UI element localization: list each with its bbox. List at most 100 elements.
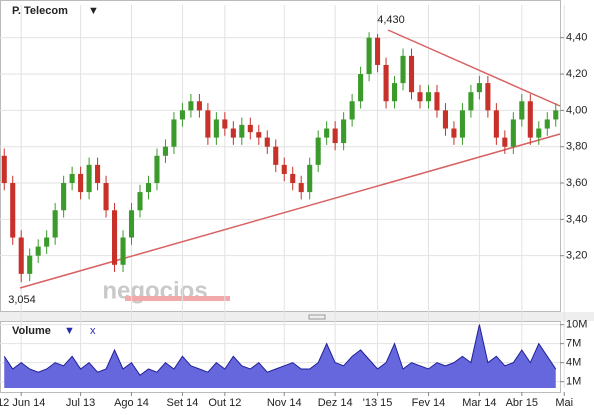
y-tick-label: 4,40 [566,32,587,44]
y-tick-label: 3,60 [566,177,587,189]
candle-body [230,128,236,138]
candle-body [222,119,228,129]
candle-body [171,119,177,147]
candle-body [298,183,304,193]
candle-body [315,137,321,165]
candle-body [179,110,185,120]
candle-body [349,101,355,120]
volume-area [4,324,556,388]
candle-body [383,64,389,102]
candle-body [281,164,287,174]
candle-body [476,83,482,93]
chart-title: P. Telecom [12,5,68,17]
candle-body [61,183,67,211]
x-tick-label: Fev 14 [412,397,446,409]
candle-body [196,101,202,111]
candle-body [358,74,364,102]
y-tick-label: 3,40 [566,213,587,225]
candle-body [451,128,457,138]
candle-body [44,237,50,247]
x-tick-label: Mai [555,397,573,409]
candle-body [112,210,118,265]
candle-body [510,119,516,147]
candle-body [103,183,109,211]
y-tick-label: 3,20 [566,250,587,262]
x-tick-label: '13 15 [363,397,393,409]
watermark-bar [125,296,230,301]
candle-body [162,146,168,156]
candle-body [434,92,440,111]
y-tick-label: 3,80 [566,141,587,153]
candle-body [128,210,135,238]
x-tick-label: Jul 13 [66,397,95,409]
candle-body [544,119,550,129]
x-tick-label: Dez 14 [318,397,353,409]
volume-title: Volume [12,325,51,337]
candle-body [417,92,423,102]
candle-body [408,55,415,93]
candle-body [264,137,270,147]
candle-body [459,110,465,138]
candle-body [205,110,211,138]
title-dropdown[interactable]: ▼ [88,5,99,17]
candle-body [86,164,92,193]
candle-body [239,124,245,138]
candle-body [307,164,313,193]
candle-body [213,119,219,138]
volume-close[interactable]: x [90,325,96,337]
candle-body [78,173,84,193]
candle-body [519,101,525,120]
candle-body [392,83,398,102]
candle-body [52,210,58,238]
candle-body [256,132,262,138]
candle-body [485,83,491,111]
candle-body [145,183,152,193]
candle-body [366,37,372,75]
candle-body [120,237,126,265]
candle-body [442,110,448,129]
x-tick-label: Abr 15 [506,397,538,409]
x-tick-label: Ago 14 [114,397,149,409]
candle-body [10,183,16,238]
volume-dropdown[interactable]: ▼ [64,325,75,337]
y-tick-label: 10M [566,319,587,331]
x-tick-label: Out 12 [208,397,241,409]
candle-body [137,192,143,211]
candle-body [273,146,279,165]
y-tick-label: 7M [566,338,581,350]
candle-body [324,128,330,138]
candle-body [553,110,559,120]
x-tick-label: 12 Jun 14 [0,397,45,409]
y-tick-label: 4M [566,357,581,369]
candle-body [247,124,253,133]
resistance-trendline [387,29,561,107]
price-panel [0,0,561,312]
x-tick-label: Nov 14 [267,397,302,409]
candle-body [95,164,101,184]
candle-body [425,92,432,102]
candle-body [502,137,508,147]
candle-body [1,155,7,184]
candle-body [468,92,474,111]
candle-body [400,55,406,84]
candle-body [35,246,41,256]
splitter-handle[interactable] [308,314,326,320]
candle-body [69,173,75,184]
high-annotation: 4,430 [377,14,405,26]
candle-body [18,237,24,274]
candle-body [332,128,338,144]
candle-body [527,101,533,138]
candle-body [154,155,160,184]
y-tick-label: 1M [566,376,581,388]
y-tick-label: 4,20 [566,68,587,80]
splitter[interactable] [0,312,594,321]
support-trendline [19,133,561,289]
candle-body [27,255,33,274]
x-tick-label: Mar 14 [462,397,496,409]
y-tick-label: 4,00 [566,104,587,116]
volume-line [3,324,557,377]
candle-body [375,37,381,65]
candle-body [341,119,347,144]
x-tick-label: Set 14 [167,397,199,409]
